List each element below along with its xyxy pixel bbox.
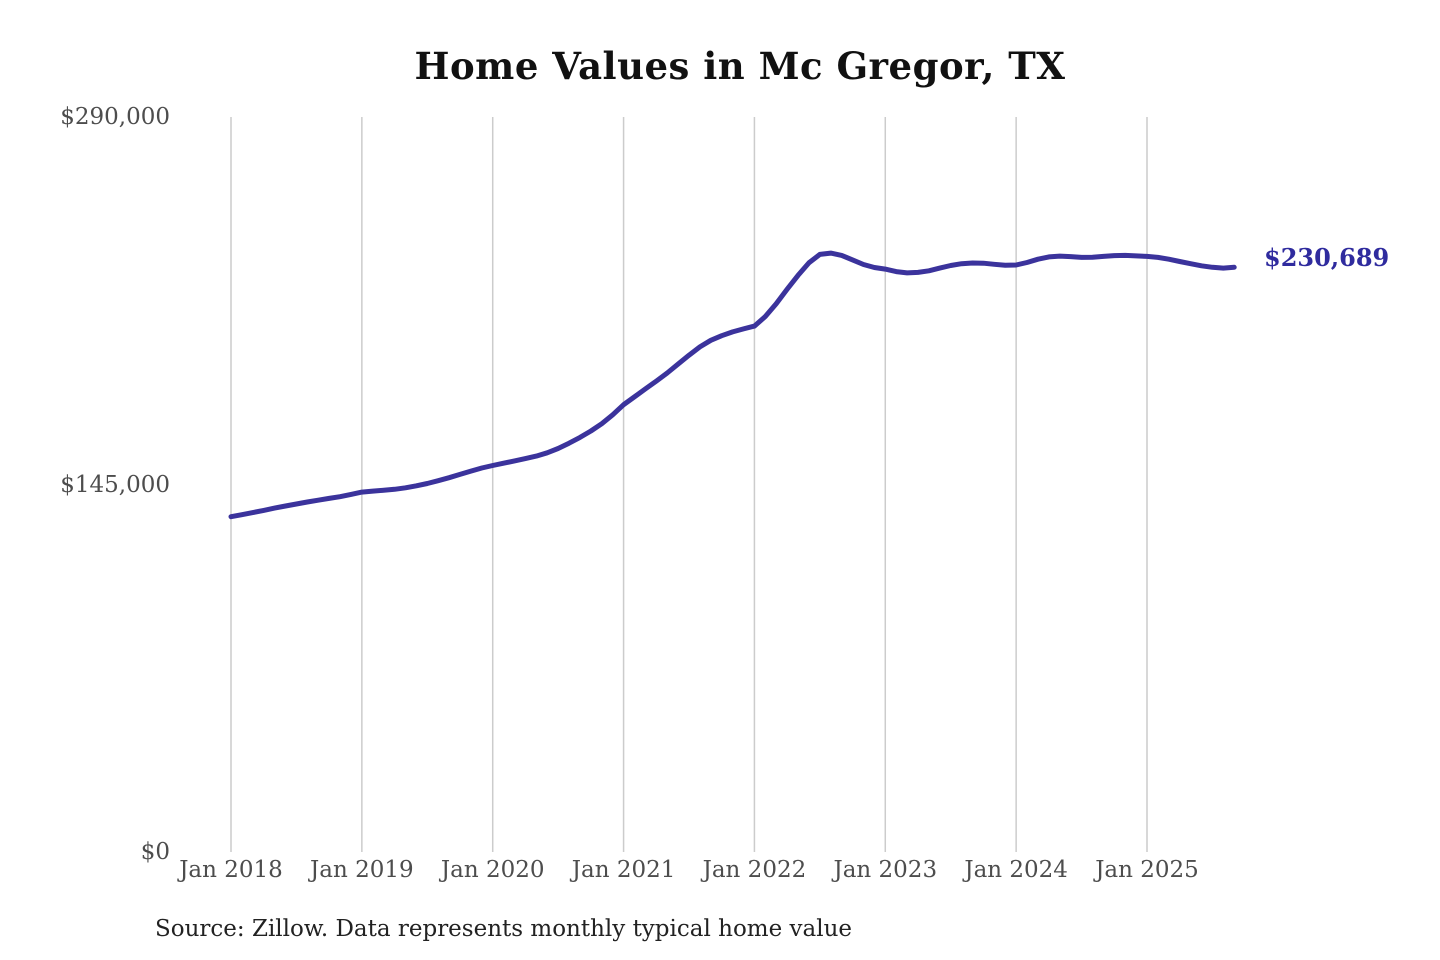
x-tick-label: Jan 2022 xyxy=(702,857,807,883)
x-tick-label: Jan 2020 xyxy=(440,857,545,883)
chart-title: Home Values in Mc Gregor, TX xyxy=(414,44,1066,88)
x-tick-label: Jan 2018 xyxy=(179,857,283,883)
source-note: Source: Zillow. Data represents monthly … xyxy=(155,916,853,942)
x-tick-label: Jan 2019 xyxy=(310,857,414,883)
x-tick-label: Jan 2024 xyxy=(964,857,1068,883)
y-tick-label: $0 xyxy=(140,839,170,865)
gridlines xyxy=(230,117,1148,852)
y-tick-label: $145,000 xyxy=(60,471,170,498)
x-tick-label: Jan 2025 xyxy=(1095,857,1199,883)
x-tick-label: Jan 2023 xyxy=(833,857,938,883)
x-tick-label: Jan 2021 xyxy=(571,857,676,883)
value-line xyxy=(228,250,1237,520)
y-tick-label: $290,000 xyxy=(60,104,170,130)
current-value-label: $230,689 xyxy=(1264,243,1390,273)
